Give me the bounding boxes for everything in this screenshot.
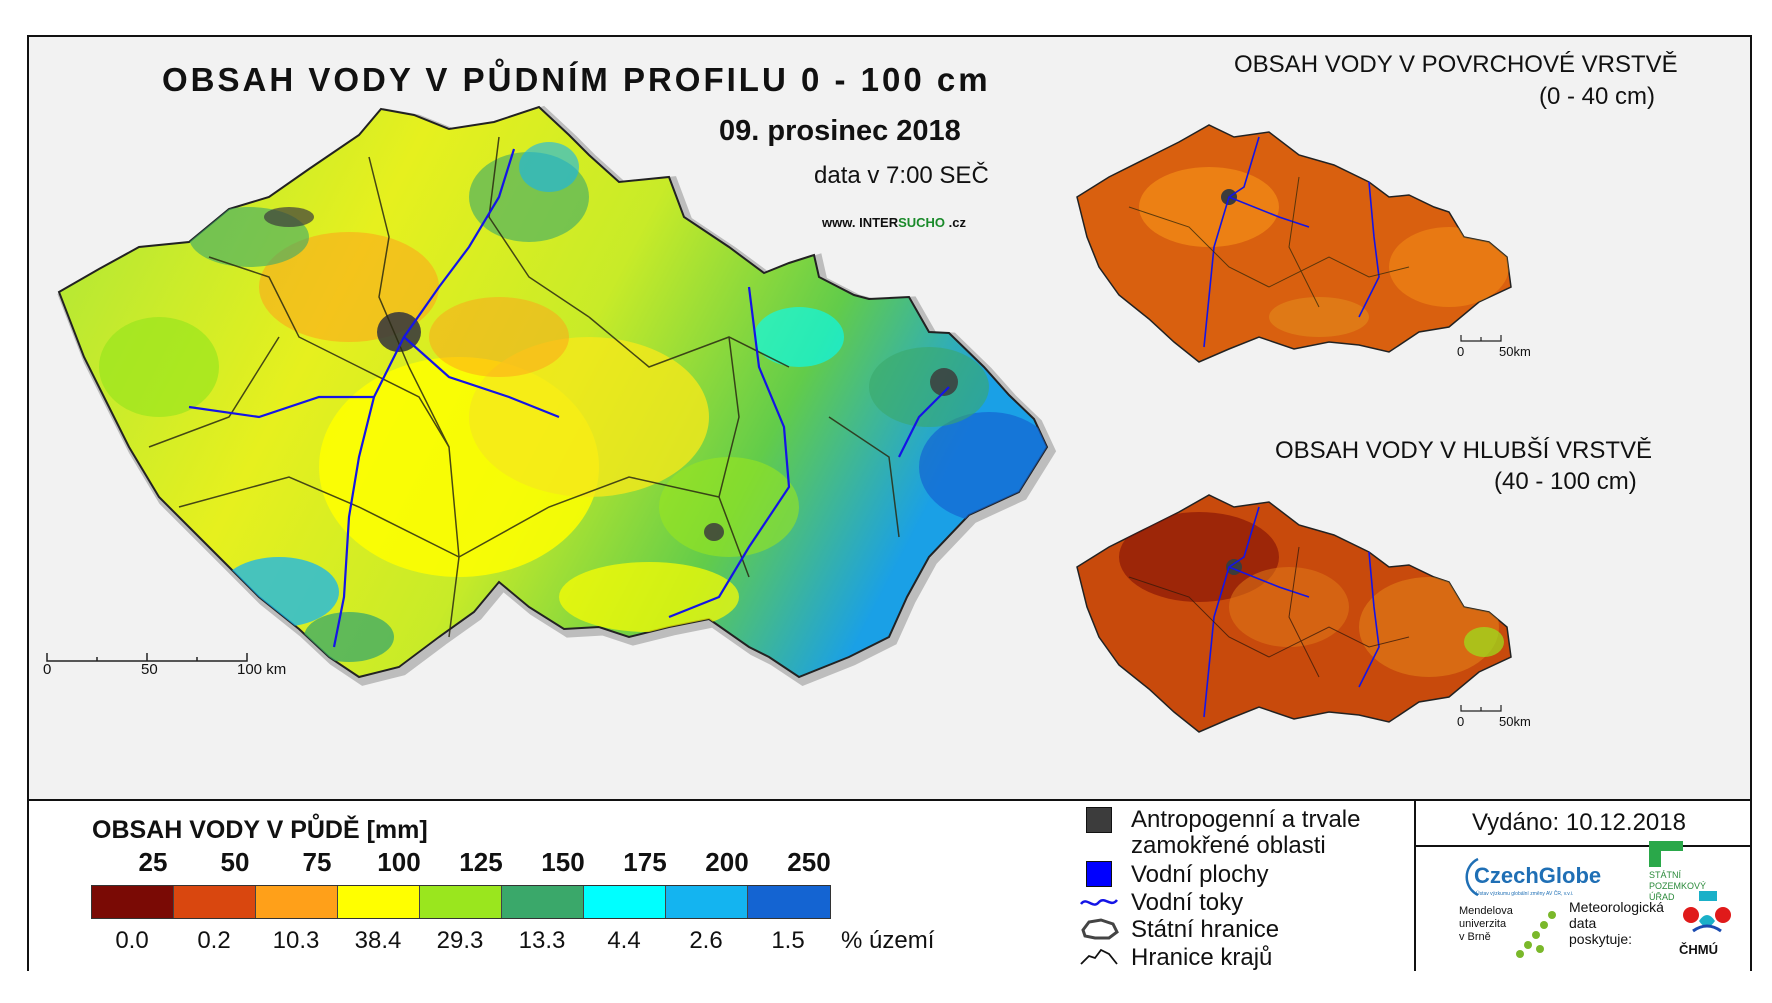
inset-bottom-scale-end: 50km: [1499, 714, 1531, 729]
anthropogenic-swatch: [1086, 807, 1112, 833]
inset-bottom-map: [1076, 494, 1512, 733]
chmu-emblem-icon: [1683, 891, 1731, 933]
meteo-label-2: data: [1569, 915, 1597, 931]
inset-top-title: OBSAH VODY V POVRCHOVÉ VRSTVĚ: [1234, 51, 1678, 78]
legend-threshold: 50: [220, 847, 250, 877]
river-line-icon: [1080, 899, 1118, 906]
inset-bottom-scale-zero: 0: [1457, 714, 1465, 729]
spu-label-3: ÚŘAD: [1649, 892, 1675, 902]
legend-anthropogenic: Antropogenní a trvale zamokřené oblasti: [1079, 807, 1361, 859]
state-border-label: Státní hranice: [1131, 916, 1280, 943]
legend-region-border: Hranice krajů: [1079, 944, 1272, 972]
legend-threshold: 250: [787, 847, 831, 877]
rivers-label: Vodní toky: [1131, 889, 1244, 916]
mendel-label-3: v Brně: [1459, 931, 1491, 943]
legend-percent: 1.5: [771, 927, 805, 954]
legend-class-swatch: [502, 886, 584, 918]
legend-threshold: 200: [705, 847, 749, 877]
water-body-swatch: [1086, 861, 1112, 887]
legend-threshold: 75: [302, 847, 332, 877]
anthropogenic-label-2: zamokřené oblasti: [1131, 832, 1326, 859]
map-area: OBSAH VODY V PŮDNÍM PROFILU 0 - 100 cm 0…: [29, 37, 1750, 799]
inset-top-scale-end: 50km: [1499, 344, 1531, 359]
region-border-icon: [1080, 948, 1118, 965]
legend-rivers: Vodní toky: [1079, 889, 1243, 917]
region-border-label: Hranice krajů: [1131, 944, 1273, 971]
legend-percent: 29.3: [436, 927, 484, 954]
legend-threshold: 175: [623, 847, 667, 877]
legend-threshold: 25: [138, 847, 168, 877]
main-map-title: OBSAH VODY V PŮDNÍM PROFILU 0 - 100 cm: [162, 61, 991, 98]
legend-threshold: 150: [541, 847, 585, 877]
main-scale-mid: 50: [141, 661, 158, 678]
spu-logo: STÁTNÍ POZEMKOVÝ ÚŘAD: [1649, 841, 1729, 903]
website-accent: SUCHO: [898, 215, 946, 230]
legend-state-border: Státní hranice: [1079, 916, 1279, 944]
main-scale-bar: [46, 653, 248, 662]
meteo-label-3: poskytuje:: [1569, 931, 1633, 947]
meteo-credit: Meteorologická data poskytuje:: [1569, 899, 1679, 947]
website-prefix: www. INTER: [822, 215, 899, 230]
inset-bottom-subtitle: (40 - 100 cm): [1494, 468, 1637, 495]
legend-class-swatch: [256, 886, 338, 918]
issued-divider: [1414, 845, 1750, 847]
legend-area: OBSAH VODY V PŮDĚ [mm] 25 50 75 100 125 …: [29, 799, 1750, 971]
legend-percent: 13.3: [518, 927, 566, 954]
website-label: www. INTERSUCHO .cz: [822, 215, 966, 230]
legend-title: OBSAH VODY V PŮDĚ [mm]: [92, 816, 428, 844]
czechglobe-sublabel: Ústav výzkumu globální změny AV ČR, v.v.…: [1476, 891, 1574, 897]
mendel-dots-icon: [1516, 911, 1556, 958]
legend-threshold: 125: [459, 847, 503, 877]
spu-label-1: STÁTNÍ: [1649, 870, 1682, 880]
main-scale-zero: 0: [43, 661, 52, 678]
legend-class-swatch: [748, 886, 830, 918]
legend-percent: 2.6: [689, 927, 723, 954]
meteo-label-1: Meteorologická: [1569, 899, 1664, 915]
inset-top-scale-bar: [1460, 335, 1502, 342]
legend-class-swatch: [174, 886, 256, 918]
legend-color-bar: [91, 885, 831, 919]
website-suffix: .cz: [945, 215, 966, 230]
legend-class-swatch: [338, 886, 420, 918]
legend-percent: 38.4: [354, 927, 402, 954]
main-map-date: 09. prosinec 2018: [719, 115, 961, 147]
mendel-label-1: Mendelova: [1459, 905, 1513, 917]
spu-label-2: POZEMKOVÝ: [1649, 881, 1707, 891]
legend-divider: [1414, 801, 1416, 971]
legend-class-swatch: [584, 886, 666, 918]
main-scale-end: 100 km: [237, 661, 287, 678]
legend-class-swatch: [420, 886, 502, 918]
chmu-logo: ČHMÚ: [1679, 891, 1739, 957]
czechglobe-arc-icon: [1465, 857, 1479, 897]
chmu-label: ČHMÚ: [1679, 942, 1718, 957]
issued-date: Vydáno: 10.12.2018: [1472, 809, 1686, 836]
anthropogenic-label-1: Antropogenní a trvale: [1131, 806, 1361, 833]
legend-class-swatch: [92, 886, 174, 918]
main-map-svg: [46, 106, 1750, 799]
mendel-logo: Mendelova univerzita v Brně: [1459, 905, 1569, 958]
state-border-icon: [1081, 918, 1119, 940]
legend-threshold: 100: [377, 847, 421, 877]
inset-top-map: [1076, 124, 1512, 363]
legend-percent: 4.4: [607, 927, 641, 954]
legend-percent-unit: % území: [841, 927, 935, 954]
inset-bottom-title: OBSAH VODY V HLUBŠÍ VRSTVĚ: [1275, 437, 1653, 464]
map-frame: OBSAH VODY V PŮDNÍM PROFILU 0 - 100 cm 0…: [27, 35, 1752, 971]
legend-water-bodies: Vodní plochy: [1079, 861, 1268, 889]
mendel-label-2: univerzita: [1459, 918, 1507, 930]
czechglobe-label: CzechGlobe: [1474, 863, 1602, 888]
legend-percent: 0.2: [197, 927, 231, 954]
main-map-time: data v 7:00 SEČ: [814, 162, 989, 189]
water-bodies-label: Vodní plochy: [1131, 861, 1269, 888]
legend-percent: 10.3: [272, 927, 320, 954]
legend-class-swatch: [666, 886, 748, 918]
inset-top-subtitle: (0 - 40 cm): [1539, 83, 1656, 110]
legend-percent: 0.0: [115, 927, 149, 954]
spu-emblem-icon: [1649, 841, 1683, 867]
inset-bottom-scale-bar: [1460, 705, 1502, 712]
inset-top-scale-zero: 0: [1457, 344, 1465, 359]
